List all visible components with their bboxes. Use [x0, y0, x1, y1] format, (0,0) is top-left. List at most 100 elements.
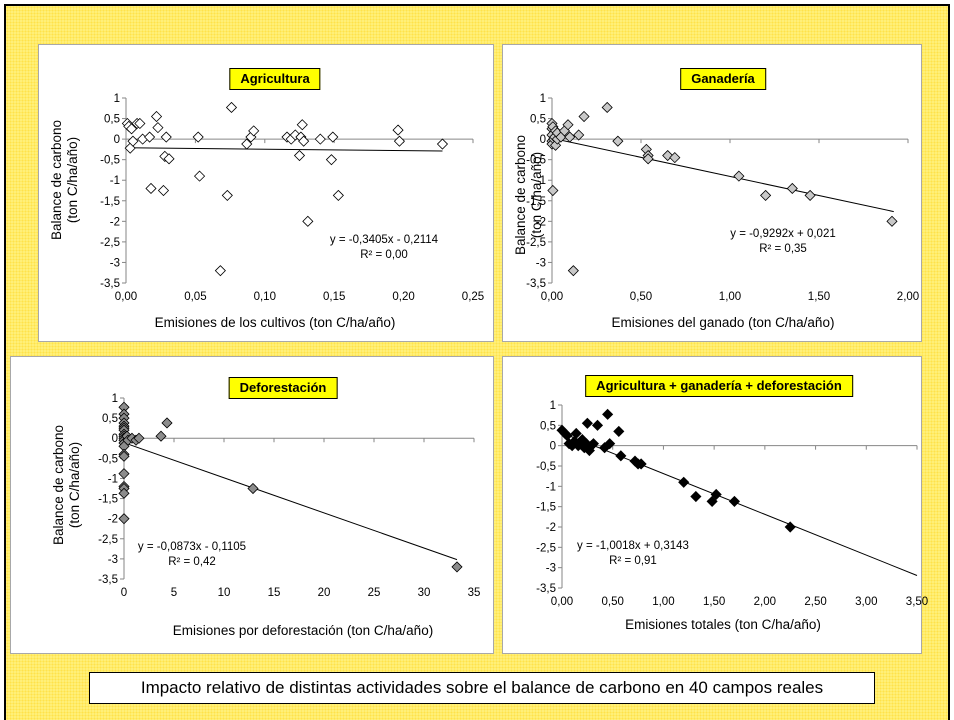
- y-tick-label: 0,5: [540, 420, 556, 432]
- x-tick-label: 1,50: [703, 596, 725, 608]
- y-tick-label: -2: [110, 216, 120, 228]
- y-tick-label: -1,5: [100, 196, 120, 208]
- data-point: [193, 170, 206, 182]
- x-tick-label: 2,50: [804, 596, 826, 608]
- y-tick-label: -1,5: [98, 494, 118, 506]
- data-point: [298, 135, 310, 147]
- data-point: [567, 265, 579, 277]
- data-point: [581, 417, 593, 429]
- y-tick-label: -2,5: [536, 542, 556, 554]
- equation-text: y = -0,9292x + 0,021: [730, 228, 836, 240]
- x-tick-label: 0,05: [184, 291, 206, 303]
- data-point: [728, 495, 740, 507]
- data-point: [733, 170, 745, 182]
- x-axis-label: Emisiones totales (ton C/ha/año): [625, 617, 821, 632]
- data-point: [145, 182, 157, 195]
- data-point: [604, 438, 616, 450]
- x-tick-label: 0: [121, 587, 127, 599]
- data-point: [436, 138, 449, 150]
- chart-plot: 10,50-0,5-1-1,5-2-2,5-3-3,50,00 0,50 1,00 1…: [536, 400, 928, 608]
- data-point: [125, 123, 138, 135]
- y-tick-label: -3,5: [536, 583, 556, 595]
- data-point: [225, 101, 238, 114]
- data-point: [784, 521, 796, 533]
- equation-text: y = -0,0873x - 0,1105: [137, 541, 247, 553]
- data-point: [613, 425, 625, 437]
- data-point: [451, 561, 463, 573]
- y-axis-label-line1: Balance de carbono: [49, 119, 64, 241]
- trendline: [125, 147, 443, 152]
- x-tick-label: 0,20: [392, 291, 414, 303]
- y-tick-label: -3,5: [100, 278, 120, 290]
- data-point: [547, 184, 559, 197]
- x-tick-label: 5: [171, 587, 177, 599]
- r2-text: R² = 0,00: [360, 249, 408, 261]
- data-point: [118, 468, 130, 480]
- trendline: [123, 442, 458, 561]
- data-point: [602, 408, 614, 420]
- y-tick-label: -1,5: [526, 196, 546, 208]
- x-tick-label: 15: [268, 587, 281, 599]
- data-point: [161, 417, 173, 429]
- chart-plot: 10,50-0,5-1-1,5-2-2,5-3-3,50 5 10 15 20 25 30 3…: [98, 393, 480, 599]
- x-tick-label: 1,00: [652, 596, 674, 608]
- y-tick-label: -1,5: [536, 502, 556, 514]
- data-point: [160, 131, 172, 143]
- y-tick-label: 1: [550, 400, 556, 412]
- x-tick-label: 3,50: [906, 596, 928, 608]
- data-point: [612, 135, 624, 147]
- y-tick-label: -2: [108, 514, 118, 526]
- data-point: [669, 152, 681, 164]
- data-point: [786, 182, 798, 195]
- data-point: [570, 427, 582, 440]
- data-point: [214, 265, 226, 277]
- data-point: [591, 419, 604, 431]
- x-axis-label: Emisiones por deforestación (ton C/ha/añ…: [172, 623, 434, 638]
- y-axis-label-line2: (ton C/ha/año): [67, 441, 82, 529]
- x-tick-label: 2,00: [754, 596, 776, 608]
- y-axis-label-line2: (ton C/ha/año): [529, 151, 544, 239]
- y-tick-label: -1: [536, 175, 546, 187]
- data-point: [248, 125, 260, 137]
- data-point: [127, 135, 139, 147]
- y-tick-label: -3,5: [98, 574, 118, 586]
- data-point: [615, 450, 627, 462]
- chart-total: Agricultura + ganadería + deforestación …: [502, 356, 928, 654]
- y-tick-label: -0,5: [98, 453, 118, 465]
- y-axis-label-line1: Balance de carbono: [513, 134, 528, 256]
- data-point: [601, 101, 613, 114]
- y-tick-label: -2,5: [98, 534, 118, 546]
- trendline-equation: y = -1,0018x + 0,3143 R² = 0,91: [577, 539, 689, 569]
- data-point: [325, 154, 337, 166]
- chart-agricultura: Agricultura 1 0,5 0 -0,5 -1 -1,5 -2 -2,5 -3 -3,5 0…: [38, 44, 494, 342]
- y-axis-label: Balance de carbono (ton C/ha/año): [51, 425, 83, 545]
- y-tick-label: 1: [112, 393, 118, 405]
- data-point: [157, 184, 170, 197]
- x-axis-label: Emisiones del ganado (ton C/ha/año): [611, 315, 835, 330]
- chart-title: Agricultura: [229, 68, 321, 90]
- trendline-equation: y = -0,9292x + 0,021 R² = 0,35: [730, 227, 836, 257]
- data-point: [578, 110, 590, 123]
- slide-background: Agricultura 1 0,5 0 -0,5 -1 -1,5 -2 -2,5 -3 -3,5 0…: [4, 4, 950, 720]
- data-point: [133, 432, 145, 444]
- y-tick-label: 0,5: [102, 413, 118, 425]
- data-point: [587, 438, 600, 450]
- data-point: [221, 189, 233, 201]
- data-point: [150, 110, 163, 123]
- data-point: [118, 513, 130, 525]
- data-point: [564, 131, 576, 143]
- trendline-equation: y = -0,0873x - 0,1105 R² = 0,42: [138, 540, 246, 570]
- y-tick-label: -3,5: [526, 278, 546, 290]
- x-tick-label: 0,00: [541, 291, 563, 303]
- data-point: [706, 495, 718, 507]
- x-tick-label: 3,00: [855, 596, 877, 608]
- data-point: [642, 153, 654, 165]
- data-point: [678, 476, 690, 488]
- data-point: [296, 119, 308, 131]
- x-tick-label: 2,00: [897, 291, 919, 303]
- chart-deforestacion: Deforestación 1 0,5 0 -0,5 -1 -1,5 -2 -2,5 -3 -3,…: [10, 356, 494, 654]
- y-axis-label: Balance de carbono (ton C/ha/año): [49, 120, 81, 240]
- data-point: [690, 490, 702, 503]
- y-tick-label: -0,5: [536, 461, 556, 473]
- trendline: [551, 137, 894, 213]
